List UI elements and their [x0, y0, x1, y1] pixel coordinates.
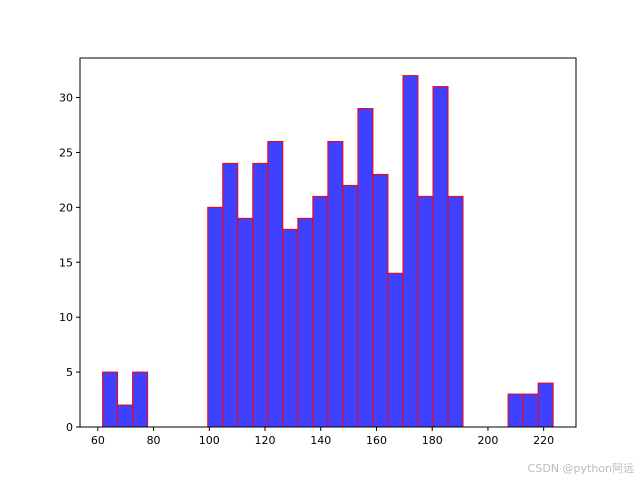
bar	[132, 371, 149, 428]
y-tick-label: 20	[59, 201, 73, 214]
bar	[252, 162, 269, 428]
bar	[297, 217, 314, 428]
x-tick-label: 60	[91, 434, 105, 447]
y-tick-label: 0	[66, 421, 73, 434]
x-tick-label: 220	[533, 434, 554, 447]
bar	[282, 228, 299, 428]
y-tick-label: 25	[59, 146, 73, 159]
x-tick-label: 180	[422, 434, 443, 447]
x-tick-label: 140	[310, 434, 331, 447]
bar	[417, 195, 434, 428]
bar	[402, 75, 419, 428]
bar	[237, 217, 254, 428]
bar	[102, 371, 119, 428]
y-tick-label: 15	[59, 256, 73, 269]
plot-frame	[79, 57, 577, 428]
bar	[522, 393, 539, 428]
bar	[507, 393, 524, 428]
bar	[312, 195, 329, 428]
bar	[357, 108, 374, 428]
bar	[117, 404, 134, 428]
bar	[537, 382, 554, 428]
watermark: CSDN @python阿远	[528, 462, 634, 475]
bar	[432, 86, 449, 428]
x-tick-label: 160	[366, 434, 387, 447]
bar	[267, 140, 284, 428]
bar	[372, 173, 389, 428]
y-tick-label: 30	[59, 92, 73, 105]
x-tick-label: 120	[255, 434, 276, 447]
bar	[207, 206, 224, 428]
bar	[387, 272, 404, 428]
bar	[447, 195, 464, 428]
x-tick-label: 200	[477, 434, 498, 447]
y-tick-label: 10	[59, 311, 73, 324]
bar	[327, 140, 344, 428]
x-tick-label: 80	[147, 434, 161, 447]
y-tick-label: 5	[66, 366, 73, 379]
x-tick-label: 100	[199, 434, 220, 447]
bar	[222, 162, 239, 428]
bar	[342, 184, 359, 428]
